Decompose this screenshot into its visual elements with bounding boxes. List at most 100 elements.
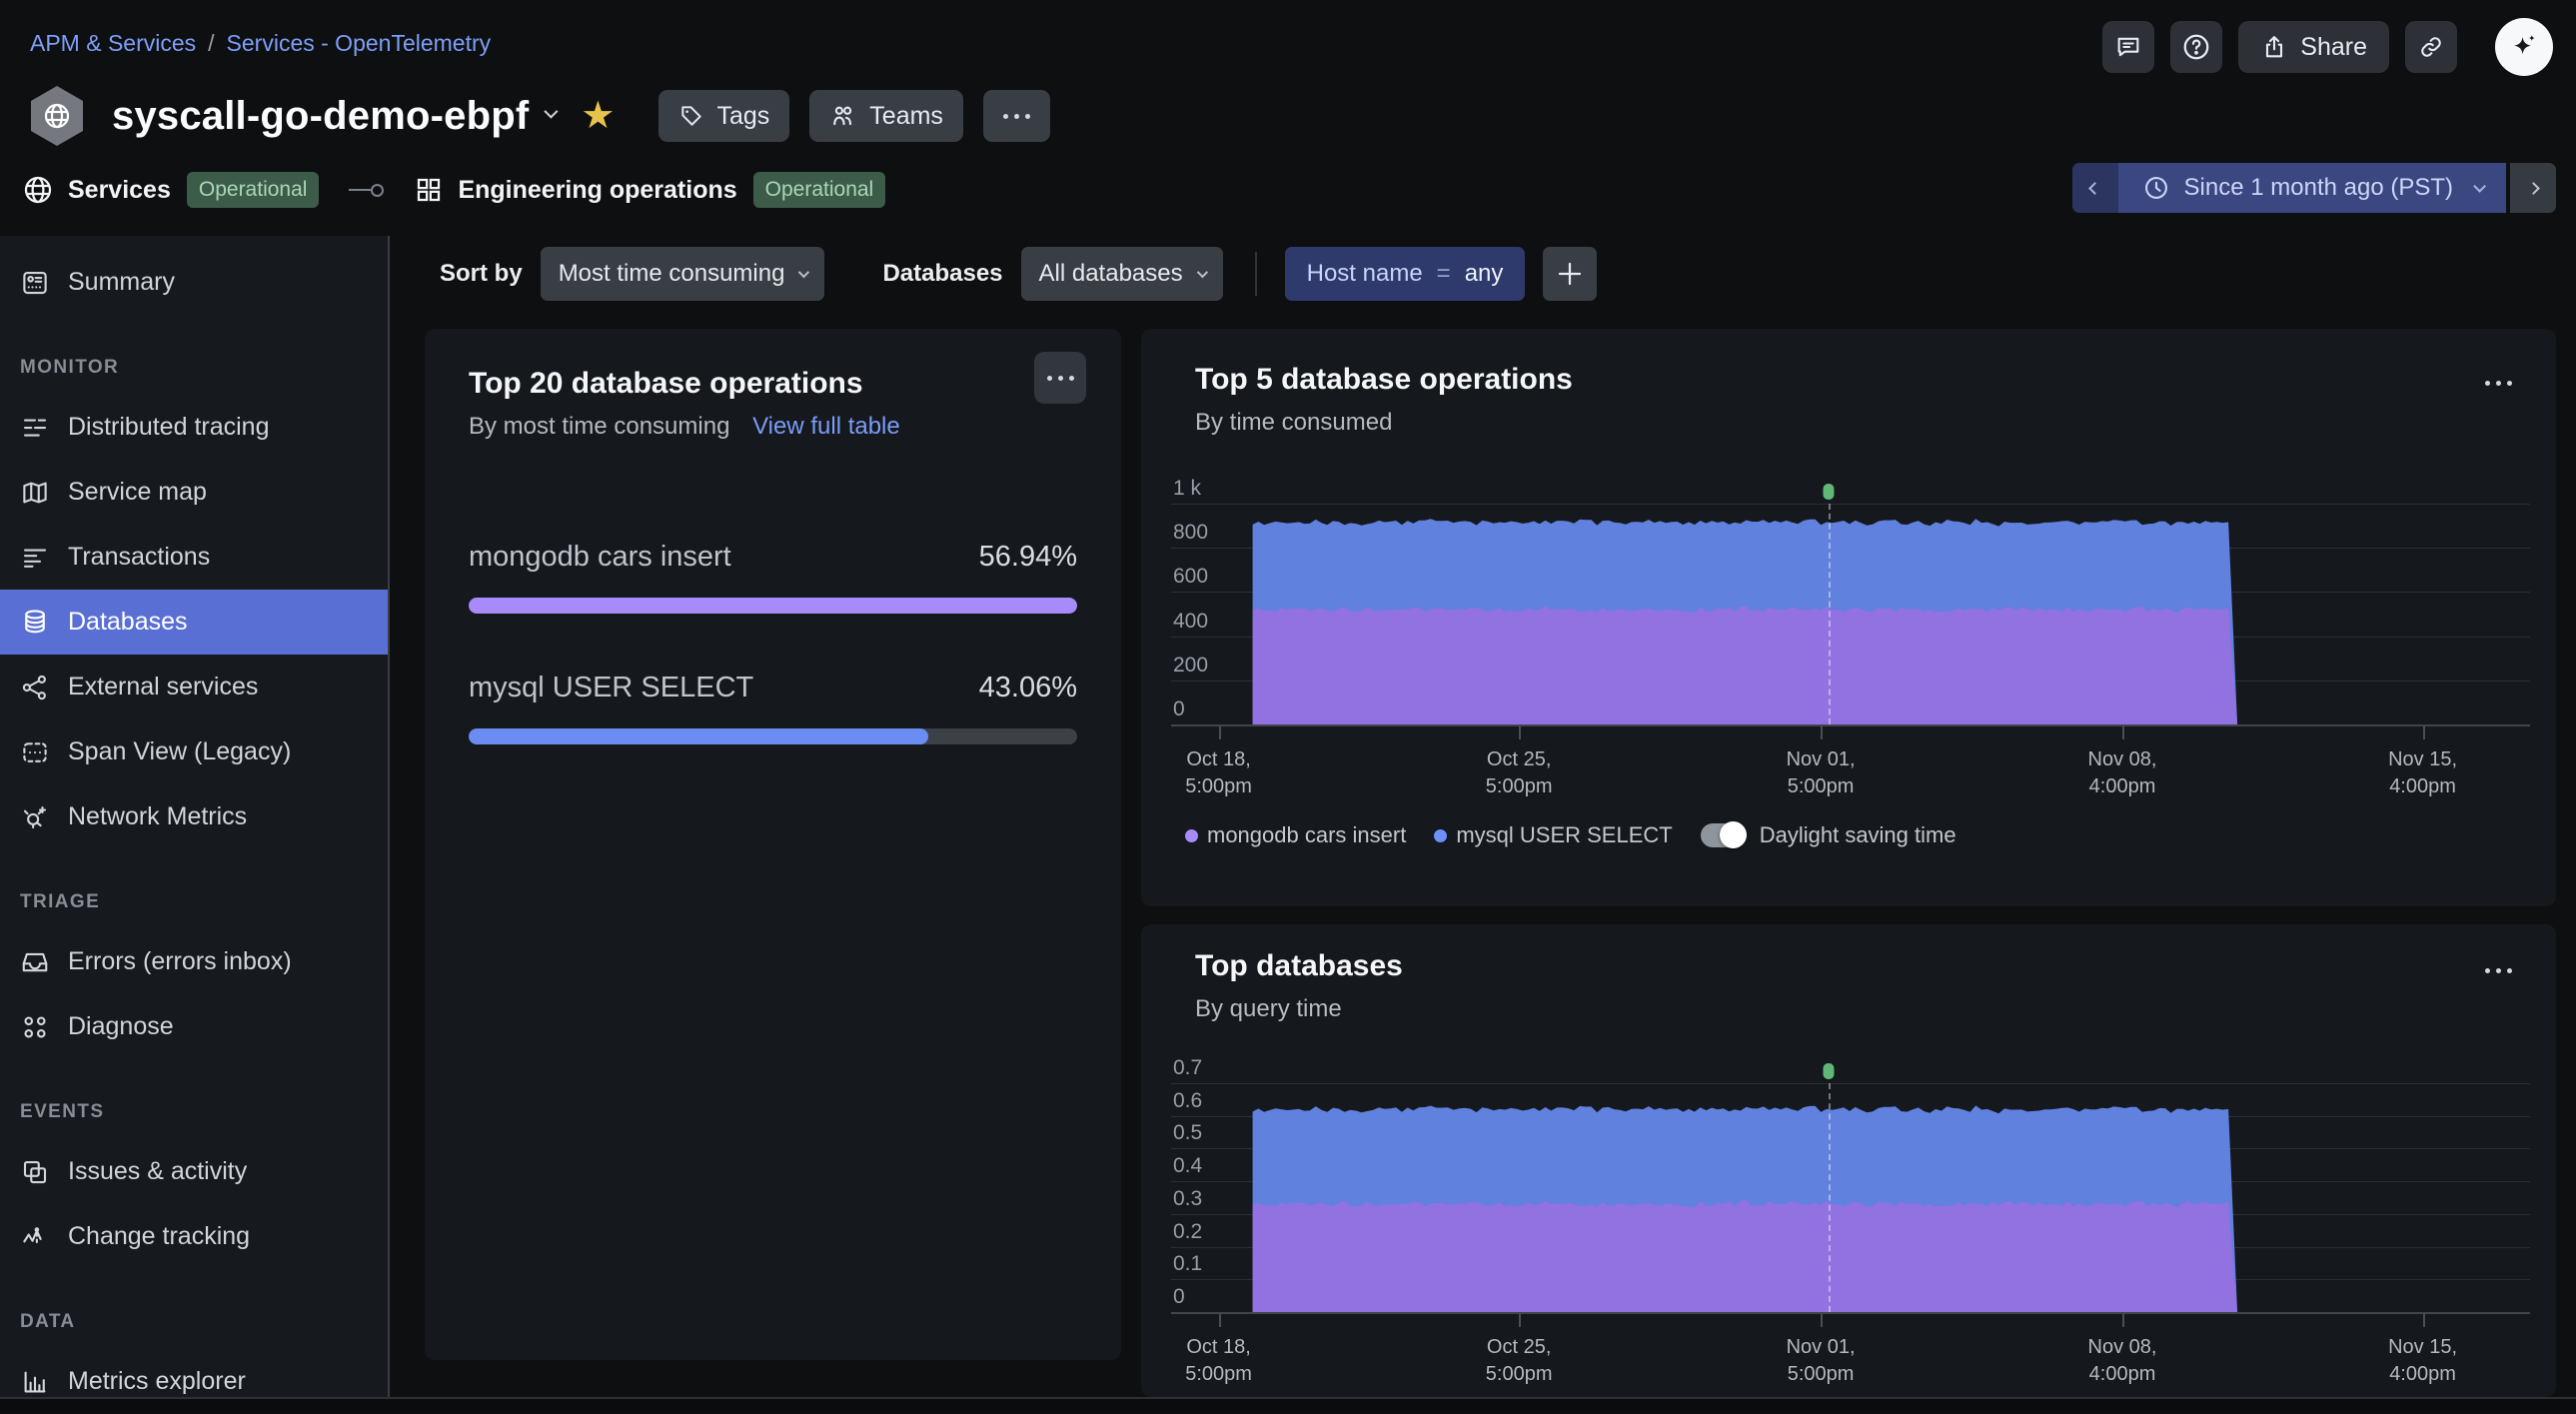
toolbar-divider bbox=[1255, 252, 1257, 296]
entity-bar: Services Operational Engineering operati… bbox=[22, 166, 885, 214]
x-axis-tick bbox=[2423, 1314, 2425, 1327]
dst-marker-dot bbox=[1824, 484, 1835, 500]
topdb-more-button[interactable] bbox=[2485, 968, 2512, 973]
daylight-saving-toggle[interactable] bbox=[1701, 823, 1747, 847]
databases-dropdown[interactable]: All databases bbox=[1021, 247, 1223, 301]
sidebar-item-label: Transactions bbox=[68, 543, 210, 572]
x-axis-tick-label: Nov 01,5:00pm bbox=[1787, 1334, 1856, 1388]
sidebar-item-issues-activity[interactable]: Issues & activity bbox=[0, 1139, 388, 1204]
services-status-badge: Operational bbox=[187, 172, 320, 208]
sidebar-item-databases[interactable]: Databases bbox=[0, 590, 388, 655]
topdb-x-axis: Oct 18,5:00pmOct 25,5:00pmNov 01,5:00pmN… bbox=[1171, 1314, 2530, 1394]
sidebar-item-label: Network Metrics bbox=[68, 802, 247, 831]
share-icon bbox=[2260, 33, 2288, 61]
top20-panel-subtitle: By most time consuming View full table bbox=[469, 413, 1077, 441]
sidebar-item-label: Metrics explorer bbox=[68, 1367, 246, 1396]
sort-by-value: Most time consuming bbox=[559, 260, 785, 288]
legend-item-mongodb[interactable]: mongodb cars insert bbox=[1207, 822, 1406, 848]
breadcrumb-apm-services[interactable]: APM & Services bbox=[30, 30, 196, 57]
top20-subtitle-text: By most time consuming bbox=[469, 413, 729, 440]
grid-icon bbox=[414, 175, 444, 205]
top5-x-axis: Oct 18,5:00pmOct 25,5:00pmNov 01,5:00pmN… bbox=[1171, 726, 2530, 806]
top5-panel-subtitle: By time consumed bbox=[1195, 409, 2556, 437]
issues-activity-icon bbox=[20, 1157, 50, 1187]
legend-dot-mysql bbox=[1434, 829, 1447, 842]
sidebar-item-service-map[interactable]: Service map bbox=[0, 460, 388, 525]
x-axis-tick bbox=[2423, 726, 2425, 739]
dst-marker-line bbox=[1829, 1083, 1831, 1312]
operation-value: 56.94% bbox=[979, 541, 1077, 574]
chevron-down-icon[interactable] bbox=[545, 105, 559, 119]
operation-label: mysql USER SELECT bbox=[469, 672, 753, 705]
time-range-label: Since 1 month ago (PST) bbox=[2184, 174, 2453, 202]
sort-by-dropdown[interactable]: Most time consuming bbox=[541, 247, 825, 301]
time-range-button[interactable]: Since 1 month ago (PST) bbox=[2118, 163, 2506, 213]
plus-icon bbox=[1555, 259, 1585, 289]
favorite-star-icon[interactable]: ★ bbox=[581, 97, 615, 135]
sidebar-item-change-tracking[interactable]: Change tracking bbox=[0, 1204, 388, 1269]
feedback-button[interactable] bbox=[2102, 21, 2154, 73]
top20-panel-title: Top 20 database operations bbox=[469, 367, 1077, 401]
sidebar-item-external-services[interactable]: External services bbox=[0, 655, 388, 719]
tags-button[interactable]: Tags bbox=[658, 90, 789, 142]
services-label[interactable]: Services bbox=[68, 176, 171, 205]
help-button[interactable] bbox=[2170, 21, 2222, 73]
sidebar-item-network-metrics[interactable]: Network Metrics bbox=[0, 784, 388, 849]
topdb-panel-title: Top databases bbox=[1195, 949, 2556, 983]
top20-operations-panel: Top 20 database operations By most time … bbox=[425, 329, 1121, 1360]
ai-assistant-button[interactable] bbox=[2495, 18, 2553, 76]
time-picker: Since 1 month ago (PST) bbox=[2072, 163, 2556, 213]
x-axis-tick bbox=[1219, 1314, 1221, 1327]
header-actions: Share bbox=[2102, 18, 2553, 76]
sidebar-item-diagnose[interactable]: Diagnose bbox=[0, 994, 388, 1059]
link-icon bbox=[2417, 33, 2445, 61]
legend-item-mysql[interactable]: mysql USER SELECT bbox=[1456, 822, 1672, 848]
chat-bubble-icon bbox=[2114, 33, 2142, 61]
copy-link-button[interactable] bbox=[2405, 21, 2457, 73]
x-axis-tick-label: Nov 15,4:00pm bbox=[2388, 746, 2457, 800]
host-name-filter-pill[interactable]: Host name = any bbox=[1285, 247, 1526, 301]
title-more-button[interactable] bbox=[983, 90, 1050, 142]
topdb-chart: 0.70.60.50.40.30.20.10 Oct 18,5:00pmOct … bbox=[1171, 1083, 2530, 1394]
sidebar-item-label: Errors (errors inbox) bbox=[68, 947, 292, 976]
share-button[interactable]: Share bbox=[2238, 21, 2389, 73]
dst-marker-dot bbox=[1824, 1063, 1835, 1079]
sidebar-item-label: External services bbox=[68, 673, 258, 702]
top5-legend: mongodb cars insert mysql USER SELECT Da… bbox=[1185, 822, 1956, 848]
sidebar-item-label: Span View (Legacy) bbox=[68, 737, 291, 766]
x-axis-tick bbox=[1519, 1314, 1521, 1327]
view-full-table-link[interactable]: View full table bbox=[752, 413, 900, 440]
time-back-button[interactable] bbox=[2072, 163, 2118, 213]
top5-panel-title: Top 5 database operations bbox=[1195, 363, 2556, 397]
chevron-down-icon bbox=[1196, 267, 1207, 278]
sidebar-item-span-view-legacy[interactable]: Span View (Legacy) bbox=[0, 719, 388, 784]
x-axis-tick-label: Nov 01,5:00pm bbox=[1787, 746, 1856, 800]
operation-row: mysql USER SELECT 43.06% bbox=[469, 672, 1077, 744]
dst-marker-line bbox=[1829, 504, 1831, 724]
external-services-icon bbox=[20, 673, 50, 703]
sidebar-item-summary[interactable]: Summary bbox=[0, 250, 388, 315]
databases-label: Databases bbox=[882, 260, 1002, 288]
teams-button[interactable]: Teams bbox=[809, 90, 963, 142]
add-filter-button[interactable] bbox=[1543, 247, 1597, 301]
x-axis-tick-label: Oct 25,5:00pm bbox=[1486, 746, 1553, 800]
sidebar-item-errors-errors-inbox[interactable]: Errors (errors inbox) bbox=[0, 929, 388, 994]
topdb-panel-subtitle: By query time bbox=[1195, 995, 2556, 1023]
top5-plot: 1 k8006004002000 bbox=[1171, 504, 2530, 726]
org-status-badge: Operational bbox=[753, 172, 886, 208]
breadcrumb-services-opentelemetry[interactable]: Services - OpenTelemetry bbox=[227, 30, 492, 57]
time-forward-button[interactable] bbox=[2510, 163, 2556, 213]
transactions-icon bbox=[20, 543, 50, 573]
bottom-strip bbox=[0, 1399, 2576, 1413]
teams-icon bbox=[829, 102, 857, 130]
x-axis-tick-label: Nov 08,4:00pm bbox=[2088, 746, 2157, 800]
top5-more-button[interactable] bbox=[2485, 381, 2512, 386]
metrics-explorer-icon bbox=[20, 1367, 50, 1397]
x-axis-tick bbox=[1519, 726, 1521, 739]
org-label[interactable]: Engineering operations bbox=[458, 176, 736, 205]
x-axis-tick-label: Oct 18,5:00pm bbox=[1185, 1334, 1252, 1388]
sidebar-section-events: EVENTS bbox=[0, 1085, 388, 1139]
sidebar-item-distributed-tracing[interactable]: Distributed tracing bbox=[0, 395, 388, 460]
sidebar-item-transactions[interactable]: Transactions bbox=[0, 525, 388, 590]
top20-more-button[interactable] bbox=[1034, 352, 1086, 404]
